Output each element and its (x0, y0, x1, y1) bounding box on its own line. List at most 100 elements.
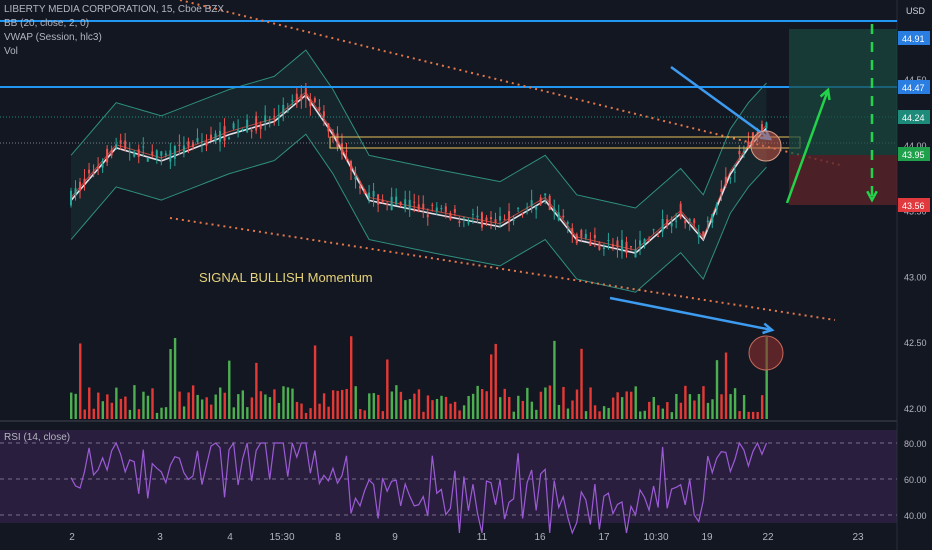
volume-bar (724, 352, 728, 419)
candle-body (720, 188, 723, 193)
time-tick: 22 (762, 532, 774, 543)
volume-bar (679, 402, 683, 419)
volume-bar (693, 400, 696, 419)
price-tick: 42.50 (904, 338, 927, 348)
volume-bar (607, 407, 610, 419)
candle-body (530, 200, 533, 206)
volume-bar (241, 390, 245, 419)
volume-bar (548, 385, 552, 419)
volume-bar (413, 393, 416, 419)
volume-bar (756, 411, 759, 419)
volume-bar (476, 385, 479, 419)
bb-lower (70, 133, 767, 293)
volume-bar (101, 401, 105, 419)
candle-body (210, 134, 212, 141)
volume-bar (146, 395, 150, 419)
volume-bar (426, 395, 430, 419)
volume-bar (395, 385, 398, 419)
volume-bar (616, 392, 619, 419)
volume-bar (115, 387, 118, 419)
indicator-bb[interactable]: BB (20, close, 2, 0) (4, 18, 90, 29)
volume-bar (368, 393, 371, 419)
candle-body (435, 207, 438, 211)
candle-body (639, 240, 642, 246)
chart-title: LIBERTY MEDIA CORPORATION, 15, Cboe BZX (4, 4, 225, 15)
volume-bar (250, 397, 254, 419)
price-label: 43.95 (902, 150, 925, 160)
volume-bar (639, 411, 642, 419)
volume-bar (521, 400, 525, 419)
candle-body (584, 233, 587, 239)
indicator-vwap[interactable]: VWAP (Session, hlc3) (4, 32, 102, 43)
candle-body (228, 137, 231, 139)
volume-bar (471, 393, 475, 419)
candle-body (431, 204, 434, 206)
volume-bar (408, 399, 412, 419)
candle-body (666, 219, 669, 226)
volume-bar (634, 386, 637, 419)
volume-bar (142, 391, 145, 419)
candle-body (214, 133, 217, 142)
volume-bar (530, 401, 534, 419)
candle-body (187, 141, 190, 147)
candle-body (440, 208, 443, 210)
volume-bar (499, 397, 502, 419)
candle-body (630, 246, 632, 248)
indicator-vol[interactable]: Vol (4, 46, 18, 57)
volume-bar (178, 391, 181, 419)
candle-body (277, 114, 280, 116)
volume-bar (765, 337, 768, 419)
candle-body (255, 115, 258, 131)
volume-bar (553, 340, 556, 419)
time-tick: 17 (598, 532, 610, 543)
candle-body (607, 240, 610, 242)
price-label: 44.24 (902, 113, 925, 123)
candle-body (106, 148, 109, 163)
bb-fill (71, 50, 767, 293)
candle-body (97, 166, 100, 170)
candle-body (178, 144, 181, 146)
candle-body (237, 129, 240, 134)
volume-bar (702, 386, 705, 419)
candle-body (133, 151, 136, 157)
rsi-legend[interactable]: RSI (14, close) (4, 432, 71, 443)
volume-bar (350, 336, 353, 419)
volume-bar (742, 395, 746, 419)
candle-body (191, 142, 194, 147)
candle-body (137, 149, 140, 157)
volume-bar (485, 391, 488, 419)
candle-body (264, 115, 267, 123)
volume-bar (345, 388, 348, 419)
candle-body (246, 119, 249, 132)
candle-body (670, 222, 673, 227)
volume-bar (544, 387, 547, 419)
volume-bar (417, 389, 421, 419)
volume-bar (151, 388, 154, 419)
volume-bar (232, 407, 235, 419)
candle-body (480, 212, 483, 228)
candle-body (471, 213, 474, 215)
volume-bar (733, 388, 737, 419)
volume-bar (422, 411, 425, 419)
volume-bar (377, 394, 380, 419)
volume-bar (110, 402, 114, 419)
stop-zone (789, 155, 897, 205)
volume-bar (715, 360, 719, 419)
price-tick: 42.00 (904, 404, 927, 414)
volume-bar (322, 393, 326, 419)
candle-body (350, 161, 352, 170)
candle-body (304, 86, 307, 99)
candle-body (571, 228, 574, 233)
candle-body (503, 219, 506, 221)
rsi-indicator (0, 441, 897, 535)
candle-body (408, 199, 411, 210)
volume-bar (128, 409, 132, 419)
candle-body (499, 216, 502, 221)
volume-bar (435, 399, 439, 419)
volume-bar (453, 401, 457, 419)
volume-bar (760, 395, 764, 419)
candle-body (426, 214, 429, 218)
price-tick: 44.00 (904, 141, 927, 151)
volume-bar (648, 401, 651, 419)
